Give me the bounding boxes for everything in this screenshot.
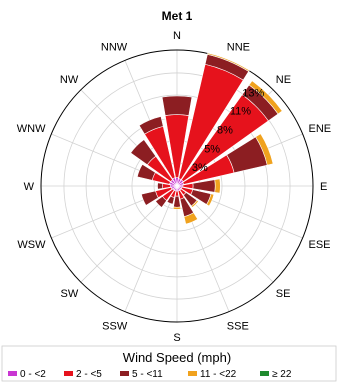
legend-swatch	[64, 371, 73, 376]
legend-label: 0 - <2	[20, 369, 46, 380]
direction-labels: N NNE NE ENE E ESE SE SSE S SSW SW WSW W WNW NW NNW	[17, 30, 331, 344]
bar-SW-5-11	[155, 195, 168, 208]
bar-WNW-5-11	[136, 163, 156, 181]
bar-NNE-11-22	[207, 52, 250, 72]
direction-label-WNW: WNW	[17, 123, 46, 135]
direction-label-ESE: ESE	[309, 239, 331, 251]
legend-label: 5 - <11	[132, 369, 163, 380]
legend-frame	[1, 345, 337, 382]
radial-tick-label: 13%	[242, 87, 264, 99]
legend-title: Wind Speed (mph)	[123, 350, 231, 365]
direction-label-SE: SE	[276, 288, 291, 300]
bar-S-11-22	[172, 206, 182, 210]
bar-ENE-11-22	[255, 133, 274, 166]
direction-label-WSW: WSW	[17, 239, 46, 251]
direction-label-NW: NW	[60, 74, 79, 86]
radial-tick-label: 5%	[204, 144, 220, 156]
bar-NE-11-22	[248, 80, 283, 115]
radial-tick-label: 3%	[192, 162, 208, 174]
bar-E-11-22	[214, 178, 221, 194]
direction-label-W: W	[24, 181, 35, 193]
direction-label-NNE: NNE	[227, 41, 250, 53]
direction-label-SSE: SSE	[227, 321, 249, 333]
bar-WSW-5-11	[141, 190, 159, 206]
bar-NW-5-11	[130, 139, 157, 166]
direction-label-NE: NE	[276, 74, 291, 86]
bar-N-5-11	[161, 95, 193, 116]
bar-W-5-11	[157, 182, 164, 190]
outer-ring	[40, 49, 314, 323]
bar-SSW-5-11	[166, 195, 175, 205]
wind-bars	[130, 52, 283, 225]
legend-label: ≥ 22	[272, 369, 292, 380]
legend: Wind Speed (mph) 0 - <2 2 - <5 5 - <11 11 -…	[1, 345, 337, 382]
grid-spoke	[124, 185, 178, 312]
radial-tick-label: 11%	[230, 106, 251, 118]
direction-label-ENE: ENE	[309, 123, 332, 135]
direction-label-NNW: NNW	[101, 41, 128, 53]
chart-title: Met 1	[162, 9, 193, 23]
bar-NNW-5-11	[138, 116, 164, 135]
bar-SSE-11-22	[183, 212, 199, 225]
bar-SE-11-22	[190, 199, 199, 208]
direction-label-N: N	[173, 30, 181, 42]
legend-label: 11 - <22	[200, 369, 237, 380]
legend-swatch	[188, 371, 197, 376]
direction-label-S: S	[173, 332, 180, 344]
direction-label-SSW: SSW	[102, 321, 128, 333]
radial-tick-labels: 3% 5% 8% 11% 13%	[192, 87, 265, 174]
bar-ESE-11-22	[206, 193, 215, 207]
legend-swatch	[120, 371, 129, 376]
radial-tick-label: 8%	[217, 125, 233, 137]
direction-label-SW: SW	[60, 288, 78, 300]
legend-swatch	[260, 371, 269, 376]
legend-swatch	[8, 371, 17, 376]
direction-label-E: E	[320, 181, 327, 193]
legend-label: 2 - <5	[76, 369, 102, 380]
